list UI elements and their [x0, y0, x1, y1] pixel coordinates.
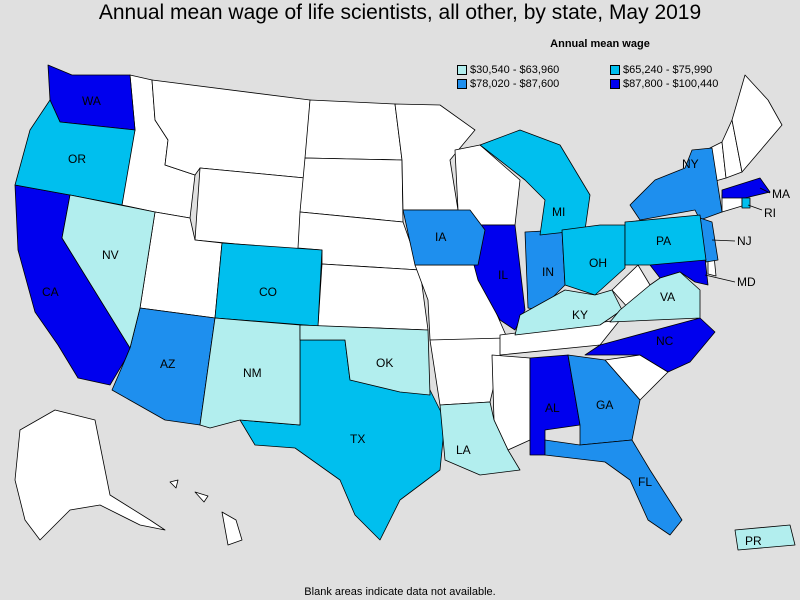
label-IA: IA: [435, 230, 446, 244]
label-LA: LA: [456, 443, 471, 457]
label-MD: MD: [737, 275, 756, 289]
leader-line-md: [704, 274, 736, 283]
label-NV: NV: [102, 248, 119, 262]
label-FL: FL: [638, 475, 652, 489]
label-CO: CO: [259, 285, 277, 299]
legend-swatch-tier3: [457, 79, 467, 89]
state-PA: [624, 214, 707, 266]
label-OR: OR: [68, 152, 86, 166]
legend-item-tier2: $65,240 - $75,990: [610, 64, 712, 76]
label-OK: OK: [376, 356, 393, 370]
legend-item-tier4: $87,800 - $100,440: [610, 78, 718, 90]
state-MN: [394, 103, 476, 211]
label-KY: KY: [572, 308, 588, 322]
label-leader-lines: [704, 187, 771, 283]
label-OH: OH: [589, 256, 607, 270]
state-AK: [14, 409, 166, 541]
state-ND: [304, 99, 403, 161]
state-MS: [491, 354, 531, 451]
label-MA: MA: [772, 187, 790, 201]
legend-swatch-tier1: [457, 65, 467, 75]
map-title: Annual mean wage of life scientists, all…: [98, 1, 702, 24]
label-NM: NM: [243, 366, 262, 380]
state-LA: [439, 401, 521, 476]
label-IN: IN: [542, 265, 554, 279]
state-PR: [734, 524, 796, 551]
legend-label-tier4: $87,800 - $100,440: [623, 78, 719, 90]
label-NY: NY: [682, 157, 699, 171]
legend-label-tier1: $30,540 - $63,960: [470, 64, 560, 76]
state-HI: [169, 479, 243, 546]
label-MI: MI: [552, 205, 565, 219]
label-PA: PA: [656, 234, 671, 248]
leader-line-ri: [747, 204, 763, 211]
state-labels: WA OR CA NV AZ NM CO TX OK IA IL IN MI O…: [42, 94, 790, 548]
leader-line-nj: [711, 239, 736, 242]
state-KS: [317, 263, 429, 331]
data-states: [14, 64, 796, 551]
legend-label-tier2: $65,240 - $75,990: [623, 64, 713, 76]
state-SD: [299, 157, 404, 223]
state-OK: [299, 324, 431, 396]
state-KY: [514, 289, 623, 336]
legend-swatch-tier4: [610, 79, 620, 89]
legend-swatch-tier2: [610, 65, 620, 75]
label-WA: WA: [82, 94, 101, 108]
state-NY: [629, 147, 723, 221]
state-RI: [741, 197, 751, 209]
state-VA: [609, 271, 701, 323]
legend-item-tier1: $30,540 - $63,960: [457, 64, 559, 76]
label-RI: RI: [764, 206, 776, 220]
state-MA: [721, 177, 771, 199]
state-OH: [561, 224, 626, 296]
state-FL: [544, 439, 683, 536]
footnote: Blank areas indicate data not available.: [304, 586, 496, 598]
legend-label-tier3: $78,020 - $87,600: [470, 78, 560, 90]
state-NV: [61, 194, 156, 349]
label-GA: GA: [596, 398, 613, 412]
label-TX: TX: [350, 432, 365, 446]
label-IL: IL: [498, 268, 508, 282]
state-IA: [402, 209, 486, 266]
leader-line-ma: [759, 187, 771, 194]
label-CA: CA: [42, 285, 59, 299]
label-NJ: NJ: [737, 234, 752, 248]
state-WY: [194, 167, 306, 251]
label-AL: AL: [545, 401, 560, 415]
legend-title: Annual mean wage: [550, 38, 650, 50]
state-MT: [151, 79, 311, 179]
legend-item-tier3: $78,020 - $87,600: [457, 78, 559, 90]
no-data-states: [14, 74, 783, 546]
label-VA: VA: [660, 290, 675, 304]
label-AZ: AZ: [160, 357, 175, 371]
label-NC: NC: [656, 334, 674, 348]
state-ME: [731, 74, 783, 173]
label-PR: PR: [745, 534, 762, 548]
state-NC: [584, 317, 716, 373]
